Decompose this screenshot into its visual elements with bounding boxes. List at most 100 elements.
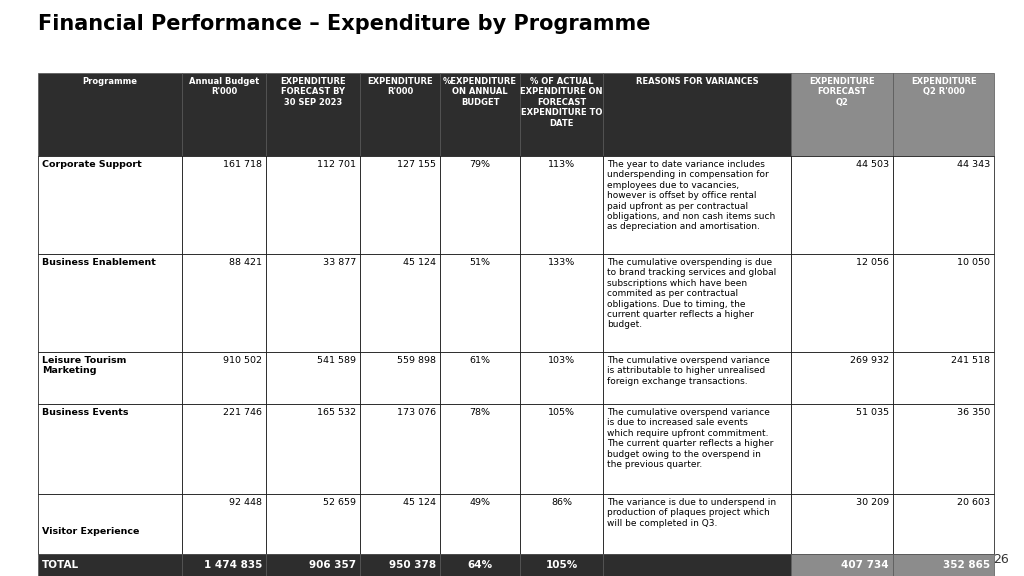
Bar [520,73,603,156]
Text: 44 343: 44 343 [957,160,990,169]
Bar [440,156,520,254]
Bar [440,73,520,156]
Bar [603,156,792,254]
Text: 112 701: 112 701 [317,160,356,169]
Text: 88 421: 88 421 [229,258,262,267]
Bar [38,254,182,352]
Text: 906 357: 906 357 [309,560,356,570]
Text: TOTAL: TOTAL [42,560,79,570]
Bar [893,156,994,254]
Text: 51 035: 51 035 [856,408,889,417]
Text: % OF ACTUAL
EXPENDITURE ON
FORECAST
EXPENDITURE TO
DATE: % OF ACTUAL EXPENDITURE ON FORECAST EXPE… [520,77,603,128]
Bar [360,554,440,576]
Text: 133%: 133% [548,258,575,267]
Bar [182,404,266,494]
Text: 52 659: 52 659 [324,498,356,507]
Text: 44 503: 44 503 [856,160,889,169]
Text: EXPENDITURE
FORECAST BY
30 SEP 2023: EXPENDITURE FORECAST BY 30 SEP 2023 [281,77,346,107]
Bar [440,254,520,352]
Text: 161 718: 161 718 [223,160,262,169]
Bar [266,254,360,352]
Text: 541 589: 541 589 [317,356,356,365]
Bar [520,404,603,494]
Bar [792,404,893,494]
Text: The year to date variance includes
underspending in compensation for
employees d: The year to date variance includes under… [607,160,775,232]
Text: 173 076: 173 076 [397,408,436,417]
Bar [440,554,520,576]
Bar [440,404,520,494]
Text: 221 746: 221 746 [223,408,262,417]
Text: EXPENDITURE
FORECAST
Q2: EXPENDITURE FORECAST Q2 [809,77,876,107]
Text: %EXPENDITURE
ON ANNUAL
BUDGET: %EXPENDITURE ON ANNUAL BUDGET [443,77,517,107]
Text: 33 877: 33 877 [323,258,356,267]
Text: 92 448: 92 448 [229,498,262,507]
Bar [182,156,266,254]
Bar [266,404,360,494]
Bar [520,254,603,352]
Text: 559 898: 559 898 [397,356,436,365]
Text: Corporate Support: Corporate Support [42,160,141,169]
Bar [266,554,360,576]
Text: Business Enablement: Business Enablement [42,258,156,267]
Bar [360,73,440,156]
Text: 79%: 79% [470,160,490,169]
Bar [182,352,266,404]
Bar [38,404,182,494]
Bar [603,494,792,554]
Bar [266,352,360,404]
Text: 127 155: 127 155 [397,160,436,169]
Bar [266,73,360,156]
Text: 352 865: 352 865 [943,560,990,570]
Text: 26: 26 [993,553,1009,566]
Text: The cumulative overspend variance
is attributable to higher unrealised
foreign e: The cumulative overspend variance is att… [607,356,770,386]
Bar [38,352,182,404]
Bar [792,73,893,156]
Bar [603,352,792,404]
Bar [603,554,792,576]
Text: Business Events: Business Events [42,408,128,417]
Text: 269 932: 269 932 [850,356,889,365]
Text: 78%: 78% [470,408,490,417]
Bar [182,73,266,156]
Text: Annual Budget
R'000: Annual Budget R'000 [189,77,259,96]
Bar [266,156,360,254]
Text: 12 056: 12 056 [856,258,889,267]
Text: 113%: 113% [548,160,575,169]
Bar [38,156,182,254]
Bar [893,494,994,554]
Bar [360,404,440,494]
Bar [440,352,520,404]
Bar [520,554,603,576]
Bar [182,494,266,554]
Bar [38,494,182,554]
Bar [360,156,440,254]
Bar [182,554,266,576]
Text: 20 603: 20 603 [957,498,990,507]
Text: Programme: Programme [83,77,137,86]
Text: The cumulative overspending is due
to brand tracking services and global
subscri: The cumulative overspending is due to br… [607,258,776,329]
Bar [893,554,994,576]
Bar [893,352,994,404]
Text: 407 734: 407 734 [842,560,889,570]
Text: 49%: 49% [470,498,490,507]
Text: 241 518: 241 518 [951,356,990,365]
Text: Leisure Tourism
Marketing: Leisure Tourism Marketing [42,356,126,376]
Bar [266,494,360,554]
Text: 165 532: 165 532 [317,408,356,417]
Bar [792,554,893,576]
Bar [360,254,440,352]
Bar [360,352,440,404]
Text: EXPENDITURE
Q2 R'000: EXPENDITURE Q2 R'000 [911,77,977,96]
Text: 86%: 86% [551,498,572,507]
Text: 105%: 105% [546,560,578,570]
Text: The cumulative overspend variance
is due to increased sale events
which require : The cumulative overspend variance is due… [607,408,773,469]
Text: 105%: 105% [548,408,575,417]
Bar [792,352,893,404]
Text: 910 502: 910 502 [223,356,262,365]
Text: The variance is due to underspend in
production of plaques project which
will be: The variance is due to underspend in pro… [607,498,776,528]
Text: 103%: 103% [548,356,575,365]
Text: 45 124: 45 124 [403,258,436,267]
Bar [182,254,266,352]
Bar [893,404,994,494]
Text: Visitor Experience: Visitor Experience [42,527,139,536]
